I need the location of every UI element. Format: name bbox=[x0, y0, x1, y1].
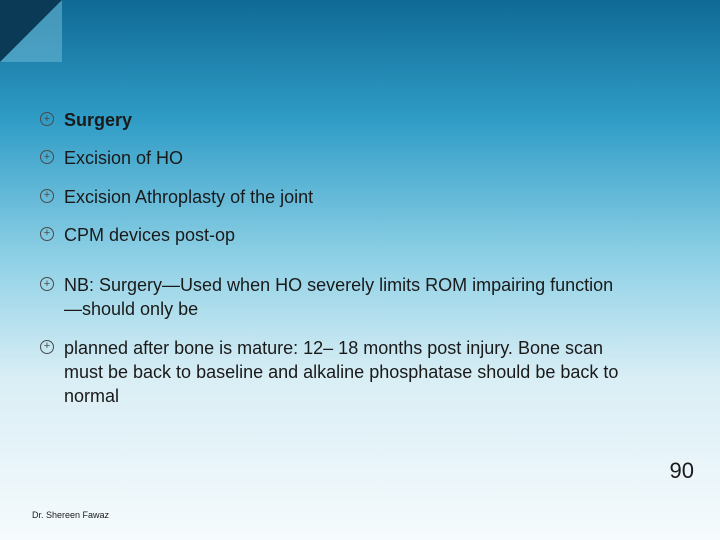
bullet-marker-icon: + bbox=[40, 227, 54, 241]
list-item: + Excision of HO bbox=[40, 146, 630, 170]
list-item: + planned after bone is mature: 12– 18 m… bbox=[40, 336, 630, 409]
bullet-text: NB: Surgery—Used when HO severely limits… bbox=[64, 273, 630, 322]
bullet-marker-icon: + bbox=[40, 340, 54, 354]
footer-author: Dr. Shereen Fawaz bbox=[32, 510, 109, 520]
slide: + Surgery + Excision of HO + Excision At… bbox=[0, 0, 720, 540]
bullet-text: CPM devices post-op bbox=[64, 223, 235, 247]
bullet-text: Excision Athroplasty of the joint bbox=[64, 185, 313, 209]
bullet-marker-icon: + bbox=[40, 277, 54, 291]
bullet-marker-icon: + bbox=[40, 150, 54, 164]
corner-fold bbox=[0, 0, 62, 62]
bullet-marker-icon: + bbox=[40, 112, 54, 126]
list-item: + Excision Athroplasty of the joint bbox=[40, 185, 630, 209]
list-item: + CPM devices post-op bbox=[40, 223, 630, 247]
page-number: 90 bbox=[670, 458, 694, 484]
list-item: + Surgery bbox=[40, 108, 630, 132]
bullet-list: + Surgery + Excision of HO + Excision At… bbox=[40, 108, 630, 423]
bullet-text: Excision of HO bbox=[64, 146, 183, 170]
bullet-marker-icon: + bbox=[40, 189, 54, 203]
bullet-text: planned after bone is mature: 12– 18 mon… bbox=[64, 336, 630, 409]
list-item: + NB: Surgery—Used when HO severely limi… bbox=[40, 273, 630, 322]
bullet-text: Surgery bbox=[64, 108, 132, 132]
